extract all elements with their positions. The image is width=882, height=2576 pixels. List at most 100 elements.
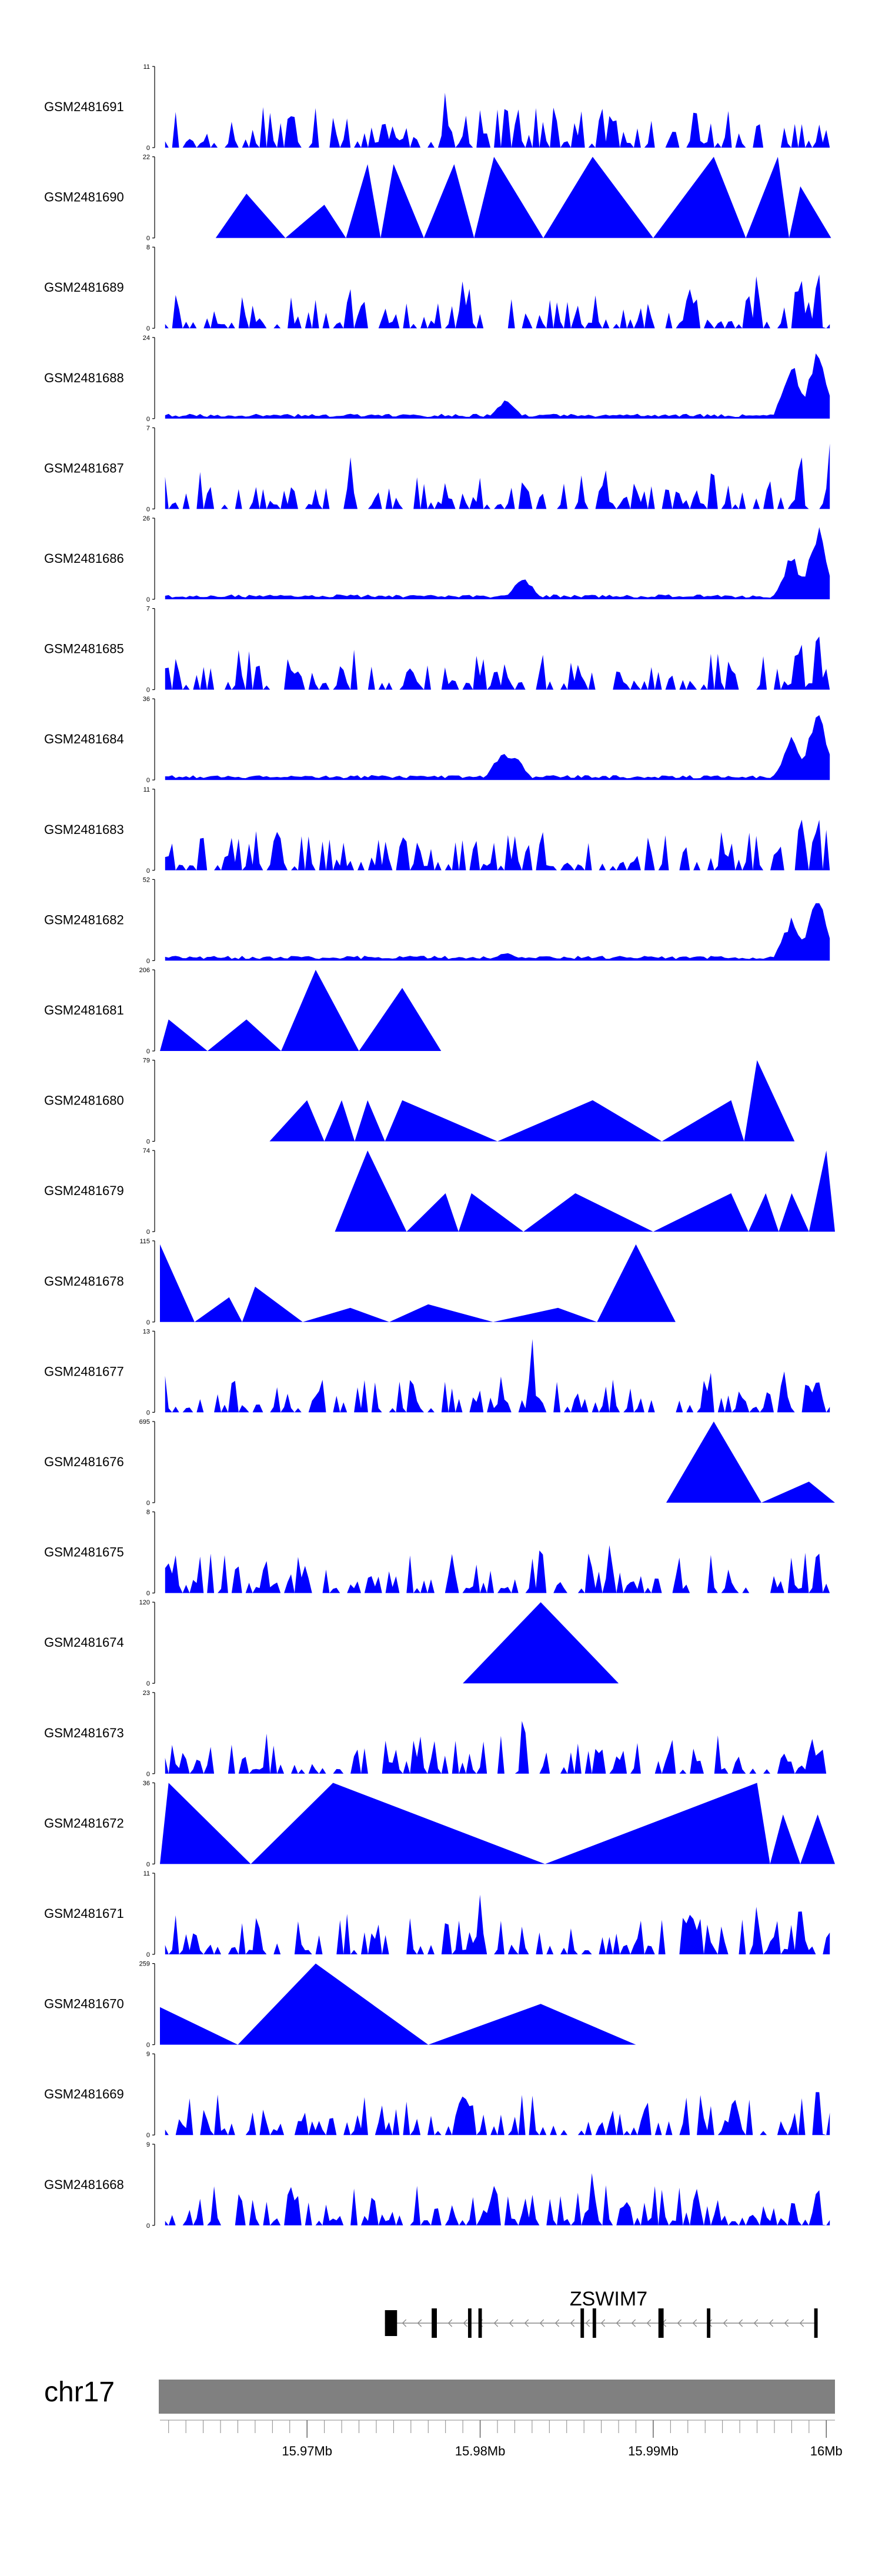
axis-tick-label: 15.97Mb — [282, 2444, 332, 2458]
y-max-label: 74 — [143, 1147, 150, 1154]
strand-arrow — [677, 2319, 682, 2327]
coverage-area — [160, 1244, 676, 1322]
coverage-area — [165, 2173, 830, 2225]
track-label: GSM2481677 — [44, 1364, 124, 1379]
strand-arrow — [524, 2319, 529, 2327]
coverage-area — [165, 1721, 830, 1774]
y-zero-label: 0 — [146, 687, 150, 694]
track-label: GSM2481681 — [44, 1003, 124, 1017]
y-zero-label: 0 — [146, 506, 150, 513]
strand-arrow — [631, 2319, 636, 2327]
y-max-label: 259 — [139, 1961, 150, 1968]
y-zero-label: 0 — [146, 867, 150, 875]
strand-arrow — [585, 2319, 590, 2327]
track-label: GSM2481675 — [44, 1545, 124, 1560]
exon — [814, 2308, 818, 2338]
y-max-label: 120 — [139, 1599, 150, 1606]
chromosome-label: chr17 — [44, 2377, 115, 2408]
y-max-label: 22 — [143, 154, 150, 161]
coverage-area — [165, 1545, 830, 1593]
track-GSM2481675: GSM2481675 8 0 — [44, 1509, 830, 1597]
strand-arrow — [738, 2319, 743, 2327]
coverage-area — [165, 715, 830, 780]
y-zero-label: 0 — [146, 1771, 150, 1778]
exon — [658, 2308, 664, 2338]
exon — [580, 2308, 584, 2338]
y-zero-label: 0 — [146, 325, 150, 332]
track-GSM2481691: GSM2481691 11 0 — [44, 64, 830, 152]
track-GSM2481672: GSM2481672 36 0 — [44, 1780, 835, 1868]
track-label: GSM2481678 — [44, 1274, 124, 1289]
coverage-area — [165, 1894, 830, 1954]
y-max-label: 11 — [143, 1870, 150, 1877]
track-GSM2481669: GSM2481669 9 0 — [44, 2051, 830, 2139]
y-max-label: 8 — [146, 244, 150, 251]
track-label: GSM2481673 — [44, 1726, 124, 1740]
coverage-area — [165, 443, 830, 509]
y-zero-label: 0 — [146, 1500, 150, 1507]
chromosome-ideogram: chr17 — [44, 2377, 835, 2414]
y-max-label: 36 — [143, 696, 150, 703]
coverage-area — [165, 636, 830, 690]
coverage-area — [463, 1602, 619, 1684]
y-max-label: 13 — [143, 1328, 150, 1335]
strand-arrow — [463, 2319, 468, 2327]
y-zero-label: 0 — [146, 145, 150, 152]
strand-arrow — [616, 2319, 621, 2327]
track-GSM2481674: GSM2481674 120 0 — [44, 1599, 619, 1687]
coverage-area — [160, 1783, 835, 1864]
y-max-label: 695 — [139, 1419, 150, 1426]
track-GSM2481683: GSM2481683 11 0 — [44, 786, 830, 875]
strand-arrow — [753, 2319, 759, 2327]
data-tracks: GSM2481691110GSM2481690220GSM248168980GS… — [44, 64, 835, 2230]
y-zero-label: 0 — [146, 1319, 150, 1326]
track-GSM2481690: GSM2481690 22 0 — [44, 154, 831, 242]
strand-arrow — [417, 2319, 422, 2327]
track-GSM2481687: GSM2481687 7 0 — [44, 425, 830, 513]
track-GSM2481680: GSM2481680 79 0 — [44, 1057, 795, 1146]
y-zero-label: 0 — [146, 1048, 150, 1055]
gene-label: ZSWIM7 — [570, 2288, 647, 2310]
strand-arrow — [769, 2319, 774, 2327]
track-GSM2481682: GSM2481682 52 0 — [44, 876, 830, 965]
track-label: GSM2481690 — [44, 190, 124, 205]
coverage-area — [160, 1963, 636, 2045]
track-label: GSM2481685 — [44, 642, 124, 656]
track-GSM2481673: GSM2481673 23 0 — [44, 1690, 830, 1778]
coverage-area — [666, 1422, 835, 1503]
coverage-area — [165, 819, 830, 870]
track-GSM2481689: GSM2481689 8 0 — [44, 244, 830, 332]
strand-arrow — [692, 2319, 697, 2327]
y-max-label: 115 — [139, 1238, 150, 1245]
y-max-label: 206 — [139, 967, 150, 974]
track-label: GSM2481676 — [44, 1454, 124, 1469]
track-GSM2481686: GSM2481686 26 0 — [44, 515, 830, 603]
track-label: GSM2481679 — [44, 1183, 124, 1198]
exon — [385, 2310, 397, 2336]
y-max-label: 9 — [146, 2141, 150, 2148]
coverage-area — [165, 527, 830, 599]
track-label: GSM2481689 — [44, 280, 124, 295]
gene-track: ZSWIM7 — [385, 2288, 818, 2338]
y-zero-label: 0 — [146, 416, 150, 423]
track-label: GSM2481680 — [44, 1093, 124, 1108]
y-max-label: 7 — [146, 425, 150, 432]
track-label: GSM2481668 — [44, 2177, 124, 2192]
y-max-label: 52 — [143, 876, 150, 883]
track-label: GSM2481683 — [44, 822, 124, 837]
y-zero-label: 0 — [146, 1409, 150, 1416]
strand-arrow — [799, 2319, 804, 2327]
y-max-label: 9 — [146, 2051, 150, 2058]
exon — [432, 2308, 437, 2338]
track-label: GSM2481687 — [44, 461, 124, 475]
y-zero-label: 0 — [146, 1590, 150, 1597]
track-GSM2481685: GSM2481685 7 0 — [44, 606, 830, 694]
coverage-area — [165, 274, 830, 329]
y-zero-label: 0 — [146, 2042, 150, 2049]
strand-arrow — [554, 2319, 560, 2327]
track-GSM2481677: GSM2481677 13 0 — [44, 1328, 830, 1416]
track-label: GSM2481691 — [44, 99, 124, 114]
track-GSM2481681: GSM2481681 206 0 — [44, 967, 442, 1055]
strand-arrow — [784, 2319, 789, 2327]
track-GSM2481676: GSM2481676 695 0 — [44, 1419, 835, 1507]
